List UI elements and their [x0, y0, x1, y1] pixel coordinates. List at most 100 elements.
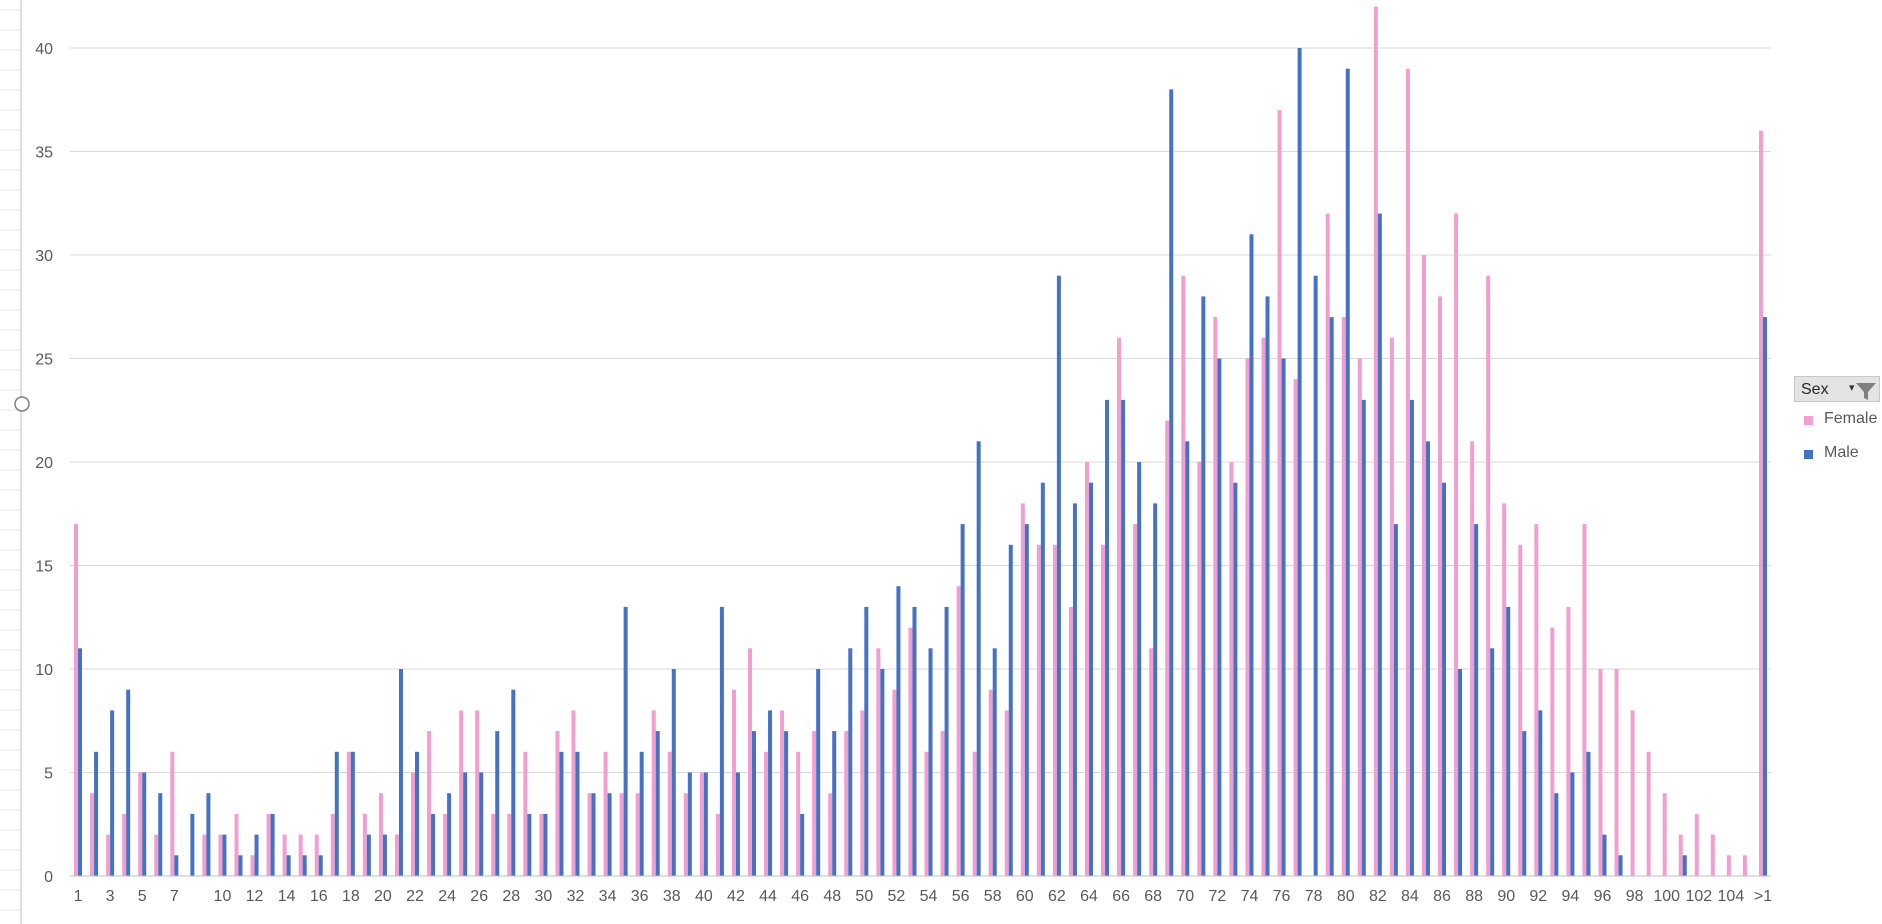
female-bar [1502, 503, 1507, 876]
male-bar [527, 813, 532, 876]
male-bar [912, 606, 917, 876]
male-bar [992, 648, 997, 876]
male-bar [254, 834, 259, 876]
female-bar [234, 813, 239, 876]
male-bar [687, 772, 692, 876]
male-bar [960, 524, 965, 876]
male-bar [302, 855, 307, 876]
x-tick-label: 74 [1241, 888, 1259, 905]
male-bar [1425, 441, 1430, 876]
chart-resize-handle[interactable] [14, 396, 30, 412]
female-bar [1165, 420, 1170, 876]
female-bar [298, 834, 303, 876]
female-bar [1405, 68, 1410, 876]
male-bar [94, 751, 99, 876]
female-bar [1277, 110, 1282, 877]
male-bar [1105, 399, 1110, 876]
y-tick-label: 35 [35, 145, 53, 162]
female-bar [170, 751, 175, 876]
male-bar [1137, 462, 1142, 876]
male-bar [816, 669, 821, 876]
female-swatch [1804, 416, 1813, 425]
x-tick-label: 60 [1016, 888, 1034, 905]
female-bar [1036, 544, 1041, 876]
female-bar [1614, 669, 1619, 876]
female-bar [1373, 6, 1378, 877]
female-bar [796, 751, 801, 876]
female-bar [1149, 648, 1154, 876]
female-bar [1582, 524, 1587, 876]
female-bar [1694, 813, 1699, 876]
male-bar [639, 751, 644, 876]
male-bar [1185, 441, 1190, 876]
female-bar [523, 751, 528, 876]
x-tick-label: 26 [470, 888, 488, 905]
x-tick-label: 104 [1718, 888, 1745, 905]
male-bar [174, 855, 179, 876]
x-tick-label: 50 [855, 888, 873, 905]
x-tick-label: 66 [1112, 888, 1130, 905]
female-bar [1181, 275, 1186, 876]
female-bar [1710, 834, 1715, 876]
female-bar [844, 731, 849, 876]
y-tick-label: 25 [35, 352, 53, 369]
female-bar [780, 710, 785, 876]
x-tick-label: 70 [1176, 888, 1194, 905]
female-bar [683, 793, 688, 876]
female-bar [1646, 751, 1651, 876]
female-bar [1598, 669, 1603, 876]
sex-filter-label: Sex [1801, 381, 1829, 398]
female-bar [282, 834, 287, 876]
male-bar [976, 441, 981, 876]
x-tick-label: 38 [663, 888, 681, 905]
funnel-icon [1856, 383, 1876, 400]
x-tick-label: 22 [406, 888, 424, 905]
male-bar [864, 606, 869, 876]
female-bar [667, 751, 672, 876]
x-tick-label: >1 [1754, 888, 1772, 905]
male-bar [190, 813, 195, 876]
male-bar [559, 751, 564, 876]
x-tick-label: 54 [920, 888, 938, 905]
male-bar [431, 813, 436, 876]
female-bar [154, 834, 159, 876]
male-bar [591, 793, 596, 876]
female-bar [1213, 317, 1218, 877]
female-bar [956, 586, 961, 876]
male-bar [1121, 399, 1126, 876]
female-bar [651, 710, 656, 876]
male-bar [1056, 275, 1061, 876]
male-bar [623, 606, 628, 876]
female-bar [1566, 606, 1571, 876]
male-bar [768, 710, 773, 876]
x-tick-label: 80 [1337, 888, 1355, 905]
y-tick-label: 0 [44, 869, 53, 886]
female-bar [1325, 213, 1330, 877]
female-bar [459, 710, 464, 876]
male-bar [575, 751, 580, 876]
female-bar [1293, 379, 1298, 876]
y-axis-tick-labels: 0 5 10 15 20 25 30 35 40 [35, 41, 53, 886]
male-bar [495, 731, 500, 876]
male-bar [848, 648, 853, 876]
x-tick-label: 52 [888, 888, 906, 905]
female-bar [443, 813, 448, 876]
gridlines [70, 47, 1771, 773]
male-bar [800, 813, 805, 876]
male-bar [1682, 855, 1687, 876]
female-bar [138, 772, 143, 876]
male-swatch [1804, 450, 1813, 459]
x-tick-label: 28 [502, 888, 520, 905]
legend: Sex ▾ Female Male [1794, 376, 1880, 476]
sex-filter-button[interactable]: Sex ▾ [1794, 376, 1880, 402]
male-bar [511, 689, 516, 876]
female-bar [1357, 358, 1362, 876]
male-bar [415, 751, 420, 876]
x-tick-label: 72 [1208, 888, 1226, 905]
x-tick-label: 88 [1465, 888, 1483, 905]
male-bar [1506, 606, 1511, 876]
female-bar [394, 834, 399, 876]
x-tick-label: 34 [599, 888, 617, 905]
male-bar [1538, 710, 1543, 876]
male-bar [1297, 48, 1302, 876]
